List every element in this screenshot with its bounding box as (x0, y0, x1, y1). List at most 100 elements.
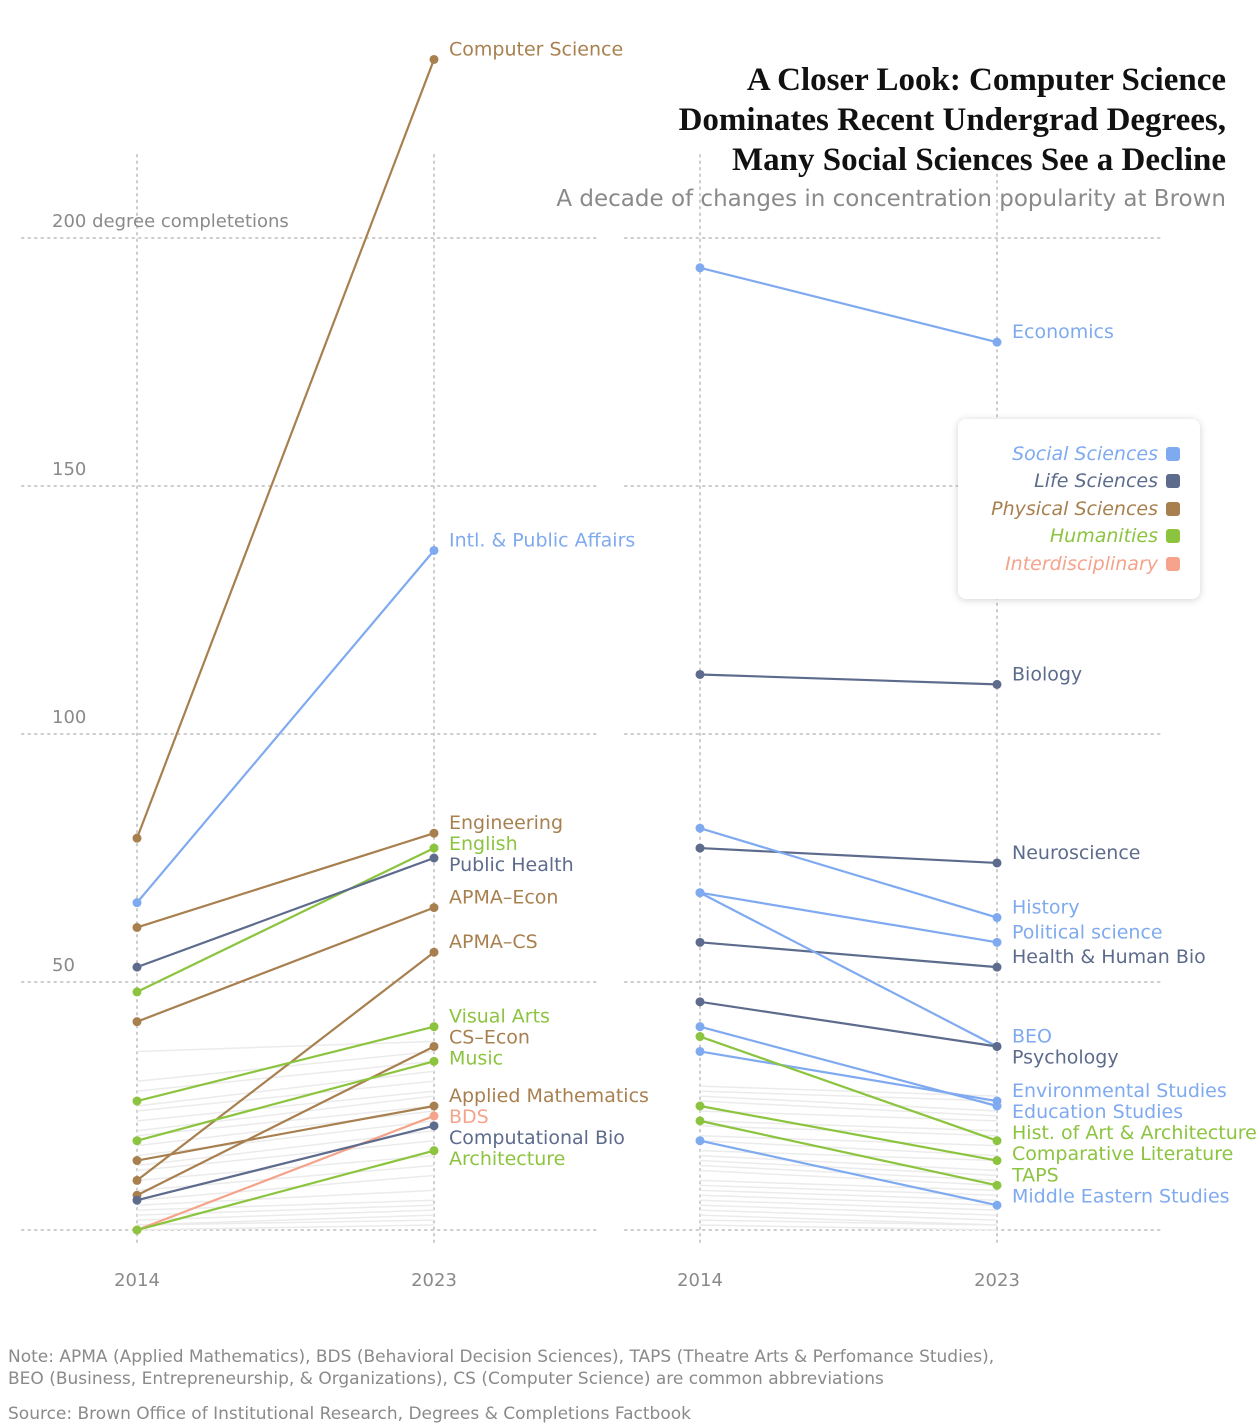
series-label: Political science (1012, 921, 1163, 943)
series-label: Environmental Studies (1012, 1080, 1227, 1102)
legend-swatch (1166, 529, 1180, 543)
legend-swatch (1166, 474, 1180, 488)
series-line (699, 891, 998, 1048)
y-tick-label: 200 degree completetions (52, 211, 289, 232)
background-line (136, 1219, 435, 1226)
chart-title: A Closer Look: Computer Science Dominate… (679, 60, 1226, 180)
footnote-line: BEO (Business, Entrepreneurship, & Organ… (8, 1369, 884, 1389)
series-line (136, 906, 435, 1023)
data-point (132, 1096, 142, 1106)
data-point (992, 1180, 1002, 1190)
background-line (699, 1199, 998, 1211)
background-line (699, 1214, 998, 1226)
legend-item-physical-sciences: Physical Sciences (991, 496, 1180, 522)
series-label: Hist. of Art & Architecture (1012, 1122, 1256, 1144)
x-tick-label: 2014 (677, 1270, 723, 1291)
series-label: TAPS (1011, 1164, 1059, 1186)
data-point (132, 922, 142, 932)
data-point (695, 997, 705, 1007)
series-label: Education Studies (1012, 1101, 1183, 1123)
series-label: Public Health (449, 854, 574, 876)
series-label: BEO (1012, 1025, 1052, 1047)
series-line (699, 941, 998, 969)
background-line (699, 1169, 998, 1187)
source-note: Source: Brown Office of Institutional Re… (8, 1404, 691, 1424)
background-line (136, 1139, 435, 1172)
data-point (429, 545, 439, 555)
legend-swatch (1166, 502, 1180, 516)
legend-label: Life Sciences (1034, 470, 1158, 492)
data-point (992, 1156, 1002, 1166)
background-line (136, 1204, 435, 1216)
legend-swatch (1166, 557, 1180, 571)
data-point (695, 1136, 705, 1146)
series-line (699, 1119, 998, 1187)
series-line (136, 832, 435, 929)
legend-swatch (1166, 447, 1180, 461)
background-line (136, 1040, 435, 1053)
background-line (136, 1060, 435, 1092)
data-point (992, 858, 1002, 868)
series-label: Applied Mathematics (449, 1085, 649, 1107)
data-point (992, 1101, 1002, 1111)
data-point (132, 987, 142, 997)
x-tick-label: 2014 (114, 1270, 160, 1291)
series-label: Biology (1012, 663, 1082, 685)
series-line (699, 891, 998, 944)
series-label: CS–Econ (449, 1027, 530, 1049)
data-point (695, 1032, 705, 1042)
background-line (136, 1080, 435, 1112)
series-line (699, 1025, 998, 1108)
background-line (699, 1159, 998, 1177)
background-line (136, 1130, 435, 1167)
series-line (136, 1045, 435, 1197)
series-label: English (449, 833, 518, 855)
legend-item-life-sciences: Life Sciences (1034, 468, 1180, 494)
background-line (699, 1224, 998, 1231)
data-point (695, 1116, 705, 1126)
series-line (136, 1149, 435, 1232)
background-line (136, 1095, 435, 1132)
series-label: BDS (449, 1106, 489, 1128)
data-point (429, 903, 439, 913)
background-line (699, 1090, 998, 1102)
data-point (132, 1225, 142, 1235)
data-point (695, 888, 705, 898)
legend-label: Humanities (1049, 525, 1158, 547)
background-line (699, 1194, 998, 1206)
series-label: Architecture (449, 1148, 565, 1170)
data-point (132, 962, 142, 972)
y-tick-label: 50 (52, 955, 75, 976)
background-line (136, 1224, 435, 1231)
y-tick-label: 100 (52, 707, 86, 728)
data-point (429, 1056, 439, 1066)
legend-item-social-sciences: Social Sciences (1012, 441, 1180, 467)
series-label: Music (449, 1048, 503, 1070)
data-point (695, 669, 705, 679)
series-line (136, 1104, 435, 1162)
background-line (699, 1204, 998, 1216)
data-point (132, 1017, 142, 1027)
data-point (429, 1041, 439, 1051)
series-label: APMA–CS (449, 931, 538, 953)
data-point (992, 962, 1002, 972)
series-label: Comparative Literature (1012, 1143, 1233, 1165)
series-label: Visual Arts (449, 1006, 550, 1028)
data-point (132, 898, 142, 908)
series-line (136, 1025, 435, 1103)
data-point (992, 1200, 1002, 1210)
data-point (132, 1175, 142, 1185)
background-line (699, 1085, 998, 1097)
background-line (699, 1095, 998, 1112)
chart-title-line: A Closer Look: Computer Science (746, 62, 1226, 98)
chart-title-line: Dominates Recent Undergrad Degrees, (678, 102, 1226, 138)
background-line (136, 1110, 435, 1147)
data-point (992, 679, 1002, 689)
legend: Social Sciences Life Sciences Physical S… (958, 419, 1200, 599)
background-line (699, 1135, 998, 1147)
background-line (699, 1179, 998, 1192)
data-point (695, 1101, 705, 1111)
background-line (136, 1189, 435, 1206)
series-line (136, 856, 435, 969)
